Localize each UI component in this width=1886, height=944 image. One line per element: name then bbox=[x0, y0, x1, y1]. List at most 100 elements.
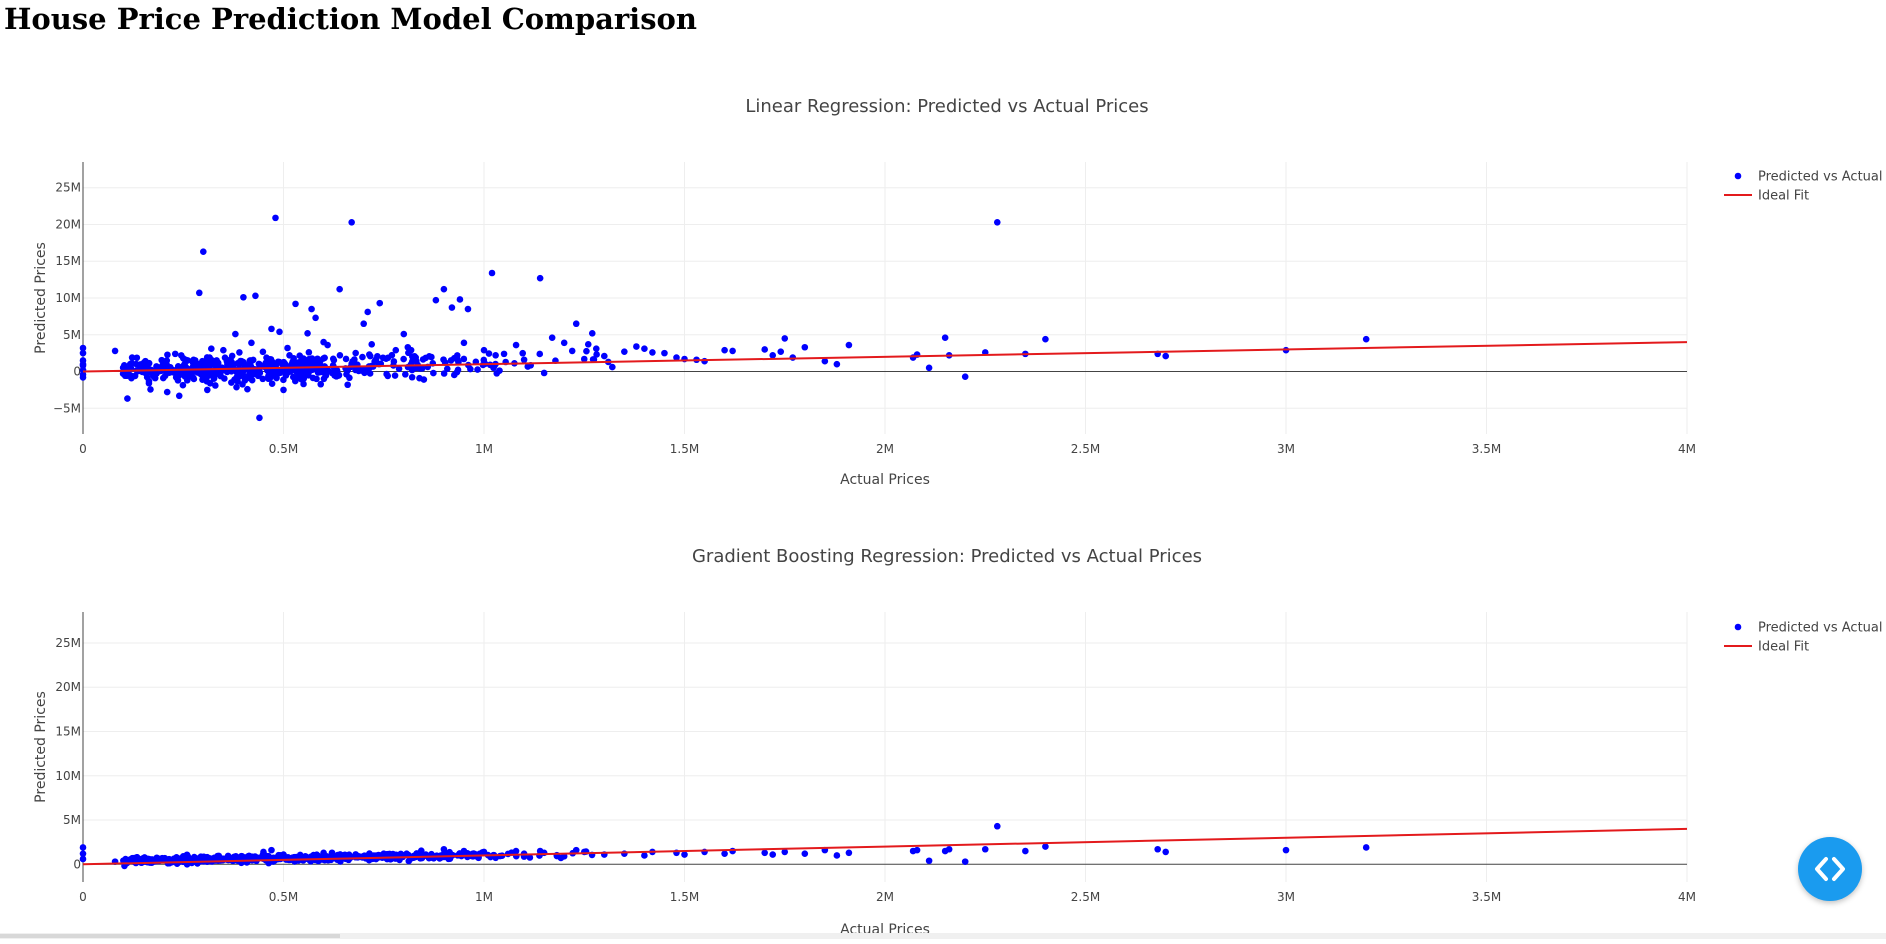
data-point bbox=[265, 372, 272, 379]
data-point: 700k, 6.5M bbox=[360, 320, 368, 328]
data-point: 1.0M, 2.9M bbox=[480, 346, 488, 354]
data-point bbox=[344, 367, 352, 374]
data-point bbox=[159, 374, 167, 382]
data-point bbox=[301, 369, 309, 377]
data-point: 440k, -6.3M bbox=[256, 414, 263, 422]
data-point: 380k, 5.1M bbox=[232, 330, 239, 338]
data-point: 2.7M, 1.4M bbox=[1162, 848, 1169, 856]
data-point: 1.9M, 1.4M bbox=[821, 357, 829, 365]
data-point: 2.1M, 500k bbox=[925, 364, 933, 372]
data-point bbox=[330, 356, 338, 364]
data-point bbox=[143, 373, 151, 381]
data-point bbox=[153, 363, 160, 370]
predicted-points: 0, 3.2M0, 2.5M0, 1.5M0, 800k0, 200k0, -4… bbox=[79, 214, 1370, 422]
data-point bbox=[359, 353, 366, 361]
x-tick-label: 1M bbox=[475, 442, 493, 456]
data-point bbox=[372, 356, 380, 363]
data-point bbox=[133, 354, 141, 362]
data-point: 2.3M, 4.3M bbox=[993, 822, 1001, 830]
data-point bbox=[425, 353, 433, 360]
data-point bbox=[320, 375, 328, 383]
x-tick-label: 2M bbox=[876, 890, 894, 904]
scrollbar-thumb[interactable] bbox=[0, 934, 340, 938]
data-point: 350k, 2.9M bbox=[220, 346, 227, 354]
data-point: 0, 1.2M bbox=[79, 850, 87, 857]
data-point bbox=[177, 352, 185, 359]
data-point bbox=[400, 355, 407, 363]
data-point: 2.1M, 4.6M bbox=[941, 334, 949, 341]
data-point: 3.0M, 1.6M bbox=[1282, 846, 1290, 854]
data-point: 420k, 3.9M bbox=[248, 339, 255, 347]
code-toggle-button[interactable] bbox=[1798, 837, 1862, 901]
data-point bbox=[443, 365, 451, 373]
data-point: 940k, 9.8M bbox=[456, 296, 464, 303]
data-point: 640k, 11.2M bbox=[336, 285, 343, 293]
data-point bbox=[249, 356, 257, 364]
data-point: 710k, 8.1M bbox=[364, 308, 372, 316]
y-tick-label: 15M bbox=[55, 254, 81, 268]
data-point bbox=[197, 363, 205, 370]
y-tick-label: 25M bbox=[55, 636, 81, 650]
data-point: 490k, 5.4M bbox=[276, 328, 283, 336]
data-point: 1.3M, 1.7M bbox=[580, 355, 588, 363]
data-point: 1.3M, 2.1M bbox=[601, 352, 608, 360]
data-point bbox=[221, 354, 229, 362]
data-point bbox=[305, 349, 313, 356]
data-point: 320k, 3.1M bbox=[208, 345, 215, 353]
ideal-fit-line bbox=[82, 827, 1688, 866]
data-point: 2.2M, -700k bbox=[961, 373, 969, 380]
data-point: 1.7M, 3.0M bbox=[761, 346, 768, 353]
data-point bbox=[142, 361, 150, 368]
data-point: 560k, 5.2M bbox=[304, 329, 311, 337]
data-point bbox=[333, 367, 341, 374]
data-point: 2.3M, 1.7M bbox=[981, 845, 989, 853]
data-point: 1.4M, 2.6M bbox=[649, 349, 656, 356]
data-point: 2.4M, 2.0M bbox=[1042, 843, 1049, 850]
chart-title: Gradient Boosting Regression: Predicted … bbox=[692, 546, 1202, 567]
horizontal-scrollbar[interactable] bbox=[0, 933, 1886, 939]
x-tick-label: 2.5M bbox=[1071, 442, 1100, 456]
data-point: 1.8M, 1.4M bbox=[781, 848, 789, 856]
data-point bbox=[162, 855, 169, 863]
data-point: 1.6M, 1.2M bbox=[721, 850, 728, 857]
y-tick-label: 5M bbox=[63, 328, 81, 342]
data-point bbox=[128, 354, 136, 361]
data-point: 1.5M, 1.1M bbox=[681, 851, 688, 858]
data-point bbox=[280, 376, 287, 384]
y-tick-label: 5M bbox=[63, 813, 81, 827]
data-point bbox=[309, 374, 317, 382]
x-tick-label: 1.5M bbox=[670, 442, 699, 456]
data-point: 510k, 3.2M bbox=[284, 344, 291, 352]
data-point bbox=[512, 847, 520, 855]
data-point: 720k, 3.7M bbox=[368, 341, 376, 348]
data-point bbox=[408, 358, 416, 365]
x-gridlines bbox=[283, 612, 1688, 882]
data-point bbox=[440, 370, 448, 377]
data-point bbox=[405, 857, 413, 865]
data-point: 210k, -2.8M bbox=[163, 388, 171, 396]
data-point: 0, 2.5M bbox=[79, 349, 87, 357]
data-point: 0, -800k bbox=[79, 374, 87, 381]
code-brackets-icon bbox=[1815, 857, 1845, 881]
data-point: 3.2M, 1.9M bbox=[1362, 844, 1370, 851]
x-tick-label: 1.5M bbox=[670, 890, 699, 904]
predicted-points: 0, 1.9M0, 1.2M0, 600k80k, 300k150k, 600k… bbox=[79, 822, 1370, 870]
data-point: 1.6M, 1.5M bbox=[729, 847, 736, 855]
data-point: 1.4M, 2.7M bbox=[621, 348, 628, 355]
data-point bbox=[259, 375, 267, 383]
data-point bbox=[205, 371, 213, 379]
data-point: 1.7M, 1.1M bbox=[769, 851, 777, 858]
data-point: 240k, -3.3M bbox=[175, 392, 183, 400]
data-point bbox=[300, 375, 308, 382]
data-point: 530k, 9.2M bbox=[292, 300, 299, 308]
data-point bbox=[395, 365, 403, 373]
data-point: 2.4M, 4.4M bbox=[1042, 335, 1049, 343]
data-point bbox=[366, 850, 373, 857]
data-point: 80k, 2.8M bbox=[111, 347, 119, 355]
data-point bbox=[496, 367, 503, 374]
data-point: 0, 600k bbox=[79, 855, 87, 863]
data-point: 300k, 16.3M bbox=[200, 248, 207, 255]
data-point: 1.1M, 12.7M bbox=[536, 274, 544, 282]
legend-label-points: Predicted vs Actual bbox=[1758, 621, 1882, 636]
data-point: 1.3M, 600k bbox=[609, 363, 616, 371]
